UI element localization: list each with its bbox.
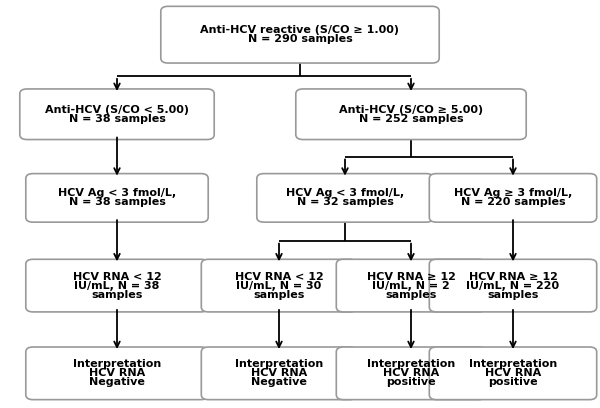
Text: Interpretation: Interpretation xyxy=(73,359,161,369)
FancyBboxPatch shape xyxy=(26,259,208,312)
Text: HCV RNA < 12: HCV RNA < 12 xyxy=(73,272,161,282)
FancyBboxPatch shape xyxy=(337,347,486,400)
Text: samples: samples xyxy=(253,290,305,299)
Text: IU/mL, N = 2: IU/mL, N = 2 xyxy=(372,281,450,290)
Text: N = 32 samples: N = 32 samples xyxy=(296,197,394,207)
Text: HCV Ag < 3 fmol/L,: HCV Ag < 3 fmol/L, xyxy=(58,188,176,198)
Text: HCV RNA < 12: HCV RNA < 12 xyxy=(235,272,323,282)
FancyBboxPatch shape xyxy=(430,347,597,400)
Text: HCV RNA: HCV RNA xyxy=(251,368,307,378)
FancyBboxPatch shape xyxy=(20,89,214,140)
Text: samples: samples xyxy=(91,290,143,299)
Text: HCV RNA: HCV RNA xyxy=(485,368,541,378)
Text: IU/mL, N = 38: IU/mL, N = 38 xyxy=(74,281,160,290)
Text: Anti-HCV (S/CO ≥ 5.00): Anti-HCV (S/CO ≥ 5.00) xyxy=(339,105,483,115)
Text: HCV RNA: HCV RNA xyxy=(89,368,145,378)
Text: HCV Ag ≥ 3 fmol/L,: HCV Ag ≥ 3 fmol/L, xyxy=(454,188,572,198)
FancyBboxPatch shape xyxy=(296,89,526,140)
Text: Anti-HCV (S/CO < 5.00): Anti-HCV (S/CO < 5.00) xyxy=(45,105,189,115)
Text: HCV RNA: HCV RNA xyxy=(383,368,439,378)
Text: Interpretation: Interpretation xyxy=(235,359,323,369)
Text: N = 38 samples: N = 38 samples xyxy=(68,197,166,207)
Text: samples: samples xyxy=(385,290,437,299)
Text: IU/mL, N = 220: IU/mL, N = 220 xyxy=(466,281,560,290)
Text: Interpretation: Interpretation xyxy=(469,359,557,369)
FancyBboxPatch shape xyxy=(337,259,486,312)
Text: IU/mL, N = 30: IU/mL, N = 30 xyxy=(236,281,322,290)
Text: N = 290 samples: N = 290 samples xyxy=(248,34,352,44)
Text: HCV RNA ≥ 12: HCV RNA ≥ 12 xyxy=(367,272,455,282)
Text: positive: positive xyxy=(488,377,538,387)
FancyBboxPatch shape xyxy=(26,174,208,222)
Text: N = 252 samples: N = 252 samples xyxy=(359,114,463,124)
Text: HCV Ag < 3 fmol/L,: HCV Ag < 3 fmol/L, xyxy=(286,188,404,198)
FancyBboxPatch shape xyxy=(26,347,208,400)
Text: Negative: Negative xyxy=(89,377,145,387)
FancyBboxPatch shape xyxy=(161,6,439,63)
FancyBboxPatch shape xyxy=(430,174,597,222)
FancyBboxPatch shape xyxy=(202,347,357,400)
Text: Anti-HCV reactive (S/CO ≥ 1.00): Anti-HCV reactive (S/CO ≥ 1.00) xyxy=(200,25,400,35)
Text: HCV RNA ≥ 12: HCV RNA ≥ 12 xyxy=(469,272,557,282)
Text: positive: positive xyxy=(386,377,436,387)
FancyBboxPatch shape xyxy=(202,259,357,312)
FancyBboxPatch shape xyxy=(430,259,597,312)
Text: N = 220 samples: N = 220 samples xyxy=(461,197,565,207)
Text: Interpretation: Interpretation xyxy=(367,359,455,369)
Text: Negative: Negative xyxy=(251,377,307,387)
Text: N = 38 samples: N = 38 samples xyxy=(68,114,166,124)
FancyBboxPatch shape xyxy=(257,174,433,222)
Text: samples: samples xyxy=(487,290,539,299)
